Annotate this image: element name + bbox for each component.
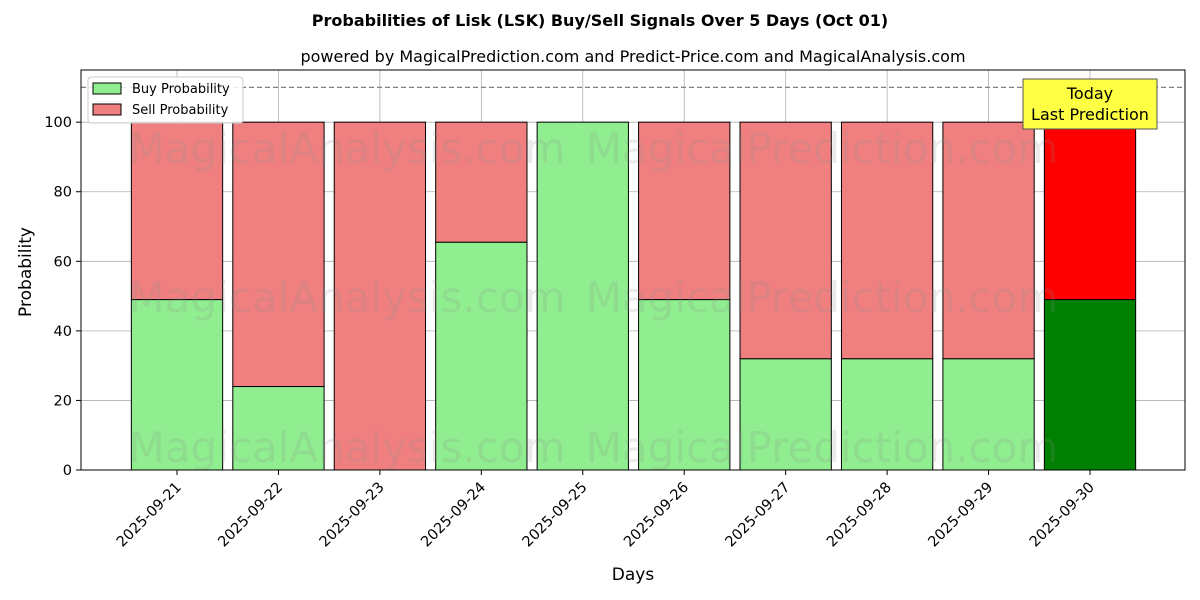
- x-tick-label: 2025-09-29: [925, 480, 996, 551]
- y-axis-ticks: 0 20 40 60 80 100: [44, 115, 81, 479]
- y-tick-label: 60: [54, 254, 72, 270]
- plot-frame: [80, 69, 1186, 471]
- x-tick-label: 2025-09-22: [215, 480, 286, 551]
- bar-buy: [638, 299, 731, 471]
- bars: [130, 121, 1137, 471]
- watermark-text: MagicalAnalysis.com: [129, 124, 566, 173]
- x-tick-label: 2025-09-25: [520, 480, 591, 551]
- legend: Buy Probability Sell Probability: [87, 76, 244, 124]
- watermark-text: MagicalPrediction.com: [586, 124, 1059, 173]
- bar-buy: [1043, 299, 1137, 471]
- y-axis-label: Probability: [16, 227, 36, 317]
- bar-sell: [130, 121, 224, 301]
- bar-sell: [333, 121, 427, 471]
- y-tick-label: 0: [63, 463, 72, 479]
- chart-title: Probabilities of Lisk (LSK) Buy/Sell Sig…: [312, 11, 888, 30]
- bar-sell: [942, 121, 1035, 360]
- annotation-text: Today: [1066, 84, 1113, 103]
- x-tick-label: 2025-09-26: [621, 480, 692, 551]
- bar-buy: [739, 358, 832, 471]
- bar-sell: [435, 121, 528, 243]
- bar-sell: [840, 121, 934, 360]
- x-tick-label: 2025-09-28: [824, 480, 895, 551]
- annotation-box: [1022, 78, 1158, 130]
- x-tick-label: 2025-09-30: [1027, 480, 1098, 551]
- bar-buy: [942, 358, 1035, 471]
- legend-swatch: [92, 82, 122, 95]
- bar-buy: [840, 358, 934, 471]
- today-annotation: Today Last Prediction: [1022, 78, 1158, 130]
- watermarks: MagicalAnalysis.com MagicalPrediction.com…: [129, 124, 1059, 472]
- legend-box: [87, 76, 244, 124]
- y-tick-label: 100: [44, 115, 72, 131]
- watermark-text: MagicalPrediction.com: [586, 273, 1059, 322]
- chart-subtitle: powered by MagicalPrediction.com and Pre…: [300, 47, 965, 66]
- y-tick-label: 20: [54, 393, 72, 409]
- x-tick-label: 2025-09-21: [114, 480, 185, 551]
- x-axis-label: Days: [612, 565, 655, 585]
- watermark-text: MagicalPrediction.com: [586, 423, 1059, 472]
- y-tick-label: 80: [54, 185, 72, 201]
- annotation-text: Last Prediction: [1031, 105, 1149, 124]
- legend-label: Sell Probability: [132, 103, 229, 118]
- bar-buy: [435, 241, 528, 471]
- x-tick-label: 2025-09-27: [723, 480, 794, 551]
- legend-label: Buy Probability: [132, 82, 230, 97]
- watermark-text: MagicalAnalysis.com: [129, 423, 566, 472]
- y-tick-label: 40: [54, 324, 72, 340]
- x-axis-ticks: 2025-09-21 2025-09-22 2025-09-23 2025-09-24…: [114, 470, 1098, 550]
- bar-sell: [638, 121, 731, 301]
- x-tick-label: 2025-09-24: [418, 480, 489, 551]
- bar-sell: [1043, 121, 1137, 301]
- legend-swatch: [92, 103, 122, 116]
- bar-sell: [739, 121, 832, 360]
- x-tick-label: 2025-09-23: [317, 480, 388, 551]
- bar-sell: [232, 121, 325, 388]
- bar-buy: [130, 299, 224, 471]
- watermark-text: MagicalAnalysis.com: [129, 273, 566, 322]
